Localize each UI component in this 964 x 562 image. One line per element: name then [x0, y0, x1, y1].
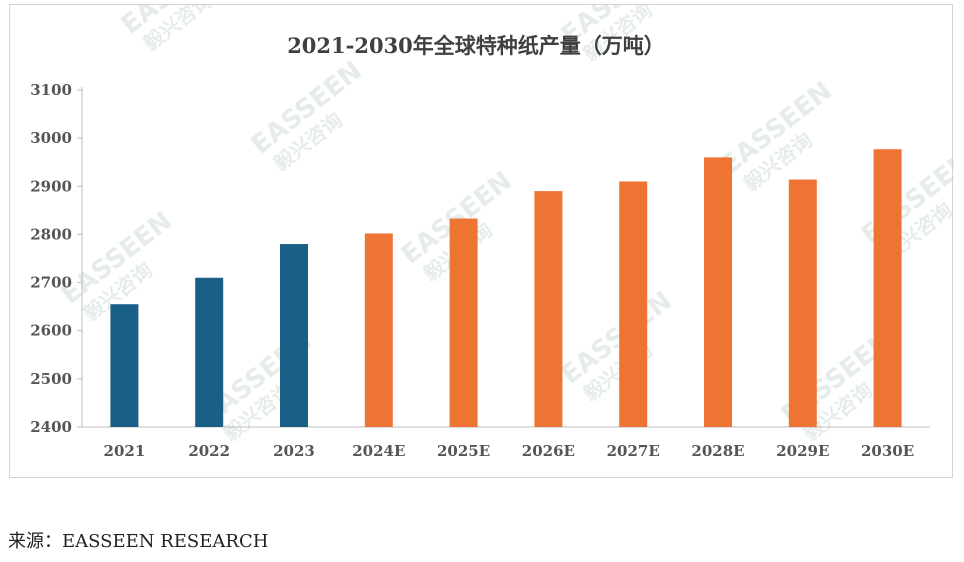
chart-frame: EASSEEN毅兴咨询EASSEEN毅兴咨询EASSEEN毅兴咨询EASSEEN… — [9, 4, 954, 478]
x-tick-label: 2021 — [104, 442, 146, 460]
x-tick-label: 2029E — [776, 442, 829, 460]
bar-2024E — [364, 233, 393, 427]
x-tick-label: 2027E — [607, 442, 660, 460]
y-tick-label: 2700 — [30, 274, 72, 292]
y-tick-label: 2400 — [30, 418, 72, 436]
watermark-layer: EASSEEN毅兴咨询EASSEEN毅兴咨询EASSEEN毅兴咨询EASSEEN… — [56, 5, 954, 446]
x-tick-label: 2028E — [691, 442, 744, 460]
y-axis-ticks: 2400 2500 2600 2700 2800 2900 3000 3100 — [30, 81, 82, 436]
source-note: 来源：EASSEEN RESEARCH — [8, 531, 269, 552]
y-tick-label: 2600 — [30, 322, 72, 340]
x-tick-label: 2022 — [188, 442, 230, 460]
y-tick-label: 2800 — [30, 225, 72, 243]
bar-2023 — [280, 244, 308, 427]
bar-2026E — [534, 191, 563, 427]
x-tick-label: 2025E — [437, 442, 490, 460]
bar-chart: EASSEEN毅兴咨询EASSEEN毅兴咨询EASSEEN毅兴咨询EASSEEN… — [30, 5, 954, 460]
chart-title: 2021-2030年全球特种纸产量（万吨） — [287, 33, 665, 58]
y-tick-label: 3000 — [30, 129, 72, 147]
bars-group — [110, 149, 902, 428]
bar-2021 — [110, 304, 139, 427]
bar-2025E — [449, 218, 478, 427]
x-tick-label: 2024E — [352, 442, 405, 460]
y-tick-label: 2900 — [30, 177, 72, 195]
x-tick-label: 2026E — [522, 442, 575, 460]
y-tick-label: 3100 — [30, 81, 72, 99]
x-axis-ticks: 2021 2022 2023 2024E 2025E 2026E 2027E 2028E 202… — [104, 442, 915, 460]
bar-2030E — [873, 149, 902, 428]
bar-2027E — [619, 181, 648, 427]
x-tick-label: 2030E — [861, 442, 914, 460]
bar-2028E — [704, 157, 732, 427]
bar-2029E — [788, 179, 817, 427]
x-tick-label: 2023 — [273, 442, 315, 460]
y-tick-label: 2500 — [30, 370, 72, 388]
bar-2022 — [195, 277, 224, 427]
